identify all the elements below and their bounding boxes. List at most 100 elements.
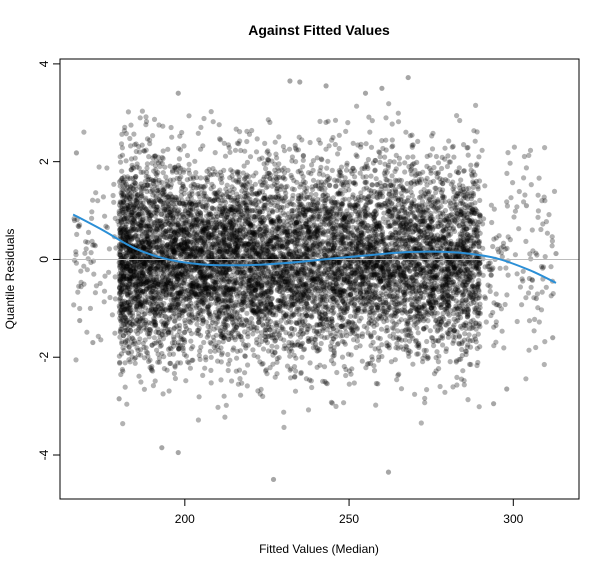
data-point xyxy=(365,156,371,163)
data-point xyxy=(173,296,179,302)
data-point xyxy=(194,321,200,327)
data-point xyxy=(439,268,445,274)
data-point xyxy=(116,210,122,216)
data-point xyxy=(421,209,427,215)
data-point xyxy=(490,243,496,250)
data-point xyxy=(466,259,472,265)
data-point xyxy=(337,293,343,299)
data-point xyxy=(106,269,112,275)
data-point xyxy=(542,145,548,151)
data-point xyxy=(465,307,471,314)
data-point xyxy=(211,286,217,292)
data-point xyxy=(372,246,378,252)
data-point xyxy=(310,177,317,183)
data-point xyxy=(178,174,184,180)
data-point xyxy=(528,284,534,290)
data-point xyxy=(144,136,151,142)
data-point xyxy=(441,300,447,306)
data-point xyxy=(381,210,387,216)
data-point xyxy=(219,332,225,338)
data-point xyxy=(287,353,293,359)
data-point xyxy=(338,289,344,295)
data-point xyxy=(381,170,387,176)
data-point xyxy=(139,108,145,114)
data-point xyxy=(213,211,219,217)
data-point xyxy=(152,213,158,219)
data-point xyxy=(392,357,398,363)
data-point xyxy=(106,246,112,252)
data-point xyxy=(370,339,376,345)
data-point xyxy=(446,240,452,246)
data-point xyxy=(254,249,260,255)
data-point xyxy=(270,245,276,251)
data-point xyxy=(298,369,304,376)
data-point xyxy=(237,376,243,382)
data-point xyxy=(177,290,183,296)
data-point xyxy=(343,372,349,379)
data-point xyxy=(430,130,436,136)
data-point xyxy=(364,325,370,331)
data-point xyxy=(438,302,444,308)
data-point xyxy=(243,317,249,323)
data-point xyxy=(493,339,499,345)
data-point xyxy=(134,294,140,300)
data-point xyxy=(281,424,287,430)
data-point xyxy=(89,238,95,244)
data-point xyxy=(470,184,476,190)
data-point xyxy=(470,295,476,302)
data-point xyxy=(409,132,415,138)
data-point xyxy=(142,297,149,303)
data-point xyxy=(333,281,339,287)
data-point xyxy=(153,209,159,215)
data-point xyxy=(519,276,525,282)
data-point xyxy=(132,218,138,225)
data-point xyxy=(332,117,339,123)
data-point xyxy=(438,319,444,325)
data-point xyxy=(438,304,445,310)
data-point xyxy=(477,197,483,203)
data-point xyxy=(429,133,435,139)
data-point xyxy=(442,289,448,295)
data-point xyxy=(149,186,155,192)
data-point xyxy=(428,246,434,252)
data-point xyxy=(503,265,509,271)
data-point xyxy=(371,368,378,374)
data-point xyxy=(451,281,457,288)
data-point xyxy=(523,165,530,171)
data-point xyxy=(433,153,439,160)
data-point xyxy=(418,420,424,426)
data-point xyxy=(350,140,356,146)
data-point xyxy=(272,139,278,145)
data-point xyxy=(200,372,206,378)
data-point xyxy=(472,138,478,144)
data-point xyxy=(290,192,296,198)
data-point xyxy=(281,254,287,260)
data-point xyxy=(376,223,382,229)
data-point xyxy=(192,158,198,164)
data-point xyxy=(442,389,448,395)
data-point xyxy=(460,292,467,298)
data-point xyxy=(447,172,453,178)
data-point xyxy=(216,122,222,128)
data-point xyxy=(491,324,497,330)
data-point xyxy=(444,163,450,170)
data-point xyxy=(414,159,420,165)
data-point xyxy=(230,217,236,223)
data-point xyxy=(259,236,265,242)
data-point xyxy=(241,270,247,276)
data-point xyxy=(521,153,528,160)
data-point xyxy=(188,346,194,352)
data-point xyxy=(401,223,407,229)
data-point xyxy=(220,230,226,236)
data-point xyxy=(112,274,118,280)
data-point xyxy=(153,228,159,234)
data-point xyxy=(448,308,454,314)
data-point xyxy=(300,289,306,295)
data-point xyxy=(508,195,514,201)
data-point xyxy=(168,271,174,277)
data-point xyxy=(233,324,239,330)
data-point xyxy=(299,354,305,360)
data-point xyxy=(150,264,156,270)
data-point xyxy=(521,175,527,181)
data-point xyxy=(511,144,517,150)
